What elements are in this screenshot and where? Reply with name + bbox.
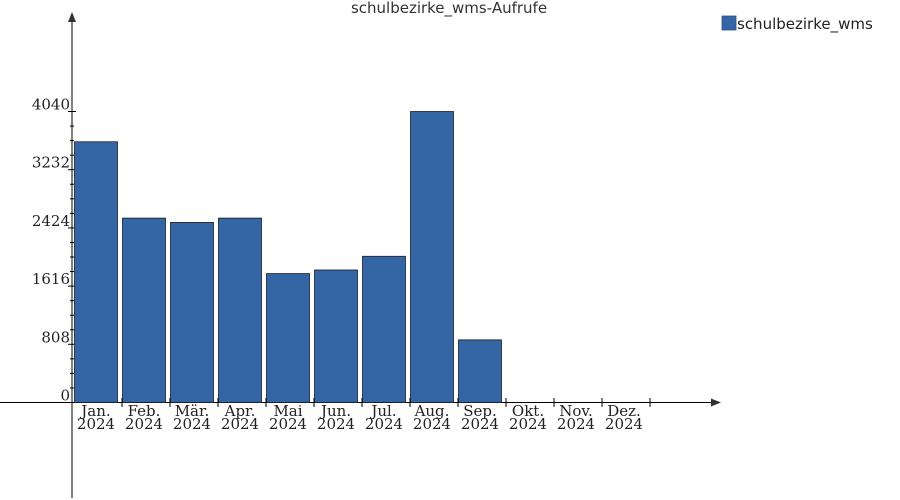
y-ticks: 0 808 1616 2424 3232 4040 — [32, 96, 76, 405]
y-tick-label: 3232 — [32, 154, 70, 172]
y-tick-label: 1616 — [32, 270, 70, 288]
x-tick-label-month: Jun. — [319, 402, 351, 420]
legend-label: schulbezirke_wms — [737, 15, 873, 34]
bar-mai — [266, 273, 310, 403]
x-tick-label-year: 2024 — [221, 415, 259, 433]
x-ticks: Jan.2024Feb.2024Mär.2024Apr.2024Mai2024J… — [77, 398, 651, 433]
x-tick-label-month: Okt. — [512, 402, 544, 420]
x-tick-label-year: 2024 — [461, 415, 499, 433]
x-tick-label-month: Mär. — [175, 402, 210, 420]
x-tick-label-year: 2024 — [317, 415, 355, 433]
x-tick-label-month: Mai — [273, 402, 302, 420]
x-tick-label-month: Feb. — [128, 402, 161, 420]
x-tick-label-year: 2024 — [605, 415, 643, 433]
bar-aug — [410, 111, 454, 403]
bar-feb — [122, 217, 166, 403]
x-tick-label-year: 2024 — [125, 415, 163, 433]
x-tick-label-month: Apr. — [224, 402, 256, 420]
y-tick-label: 2424 — [32, 212, 70, 230]
x-tick-label-month: Nov. — [559, 402, 593, 420]
bar-apr — [218, 217, 262, 403]
x-axis-arrow-icon — [711, 398, 721, 407]
x-tick-label-year: 2024 — [173, 415, 211, 433]
legend: schulbezirke_wms — [721, 15, 873, 34]
y-tick-label: 0 — [60, 387, 70, 405]
x-tick-label-year: 2024 — [365, 415, 403, 433]
bar-mär — [170, 222, 214, 403]
bars — [74, 111, 502, 403]
y-axis-arrow-icon — [68, 12, 76, 22]
x-tick-label-year: 2024 — [413, 415, 451, 433]
x-tick-label-year: 2024 — [557, 415, 595, 433]
legend-swatch — [721, 15, 737, 31]
bar-jul — [362, 255, 406, 403]
bar-jan — [74, 141, 118, 403]
x-tick-label-month: Jul. — [369, 402, 396, 420]
x-tick-label-month: Jan. — [79, 402, 110, 420]
x-tick-label-year: 2024 — [77, 415, 115, 433]
y-axis — [68, 12, 76, 498]
bar-sep — [458, 339, 502, 403]
x-tick-label-year: 2024 — [269, 415, 307, 433]
y-tick-label: 808 — [41, 328, 70, 346]
x-tick-label-month: Aug. — [414, 402, 450, 420]
x-tick-label-month: Dez. — [607, 402, 641, 420]
x-tick-label-month: Sep. — [463, 402, 497, 420]
bar-jun — [314, 269, 358, 403]
y-tick-label: 4040 — [32, 96, 70, 114]
chart-title: schulbezirke_wms-Aufrufe — [351, 0, 547, 18]
x-tick-label-year: 2024 — [509, 415, 547, 433]
